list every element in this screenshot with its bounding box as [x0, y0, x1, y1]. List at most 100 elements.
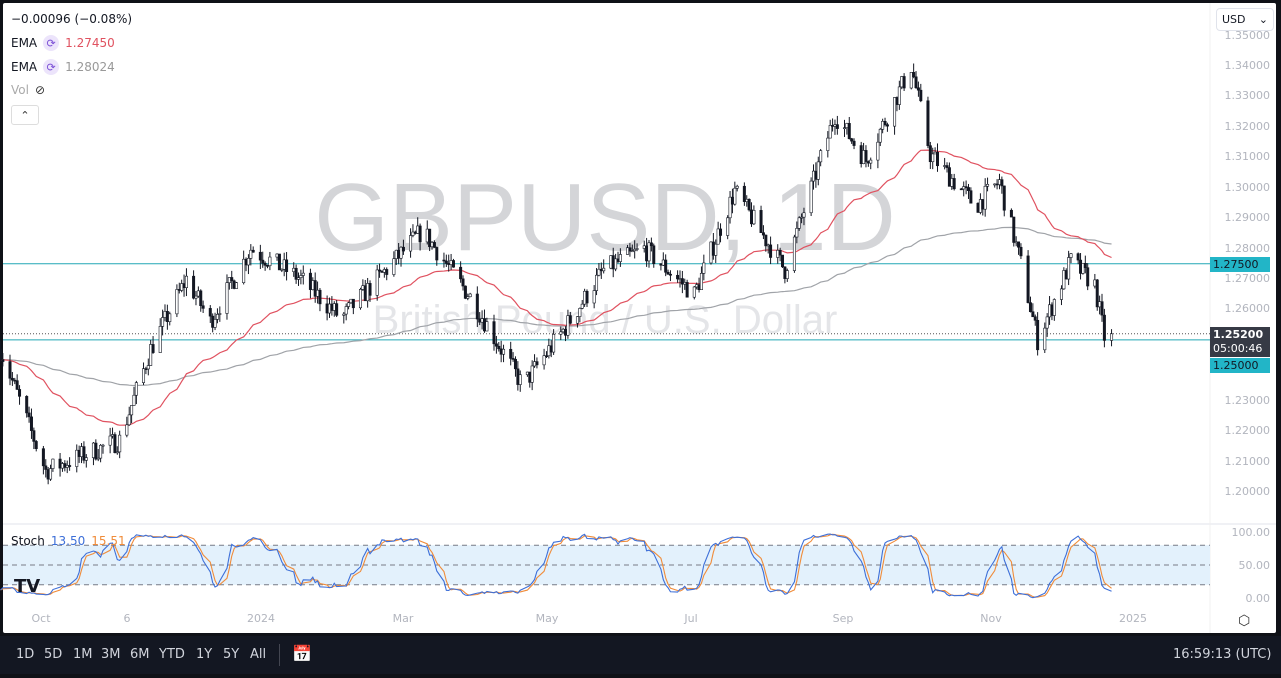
range-button-1d[interactable]: 1D: [16, 647, 35, 662]
candle: [1036, 319, 1040, 351]
candle: [802, 212, 806, 218]
candle: [101, 444, 105, 447]
candle: [68, 465, 72, 467]
candle: [814, 170, 818, 180]
range-button-all[interactable]: All: [250, 647, 267, 662]
candle: [547, 345, 551, 357]
collapse-legend-button[interactable]: ⌃: [11, 105, 39, 125]
candle: [492, 321, 496, 345]
candle: [1048, 304, 1052, 318]
candle: [134, 382, 138, 396]
eye-hidden-icon[interactable]: ⊘: [34, 83, 46, 97]
tradingview-logo[interactable]: TV: [14, 576, 41, 597]
go-to-date-icon[interactable]: 📅: [292, 644, 312, 663]
candle: [952, 178, 956, 190]
upper-line-tag: 1.27500: [1210, 257, 1270, 272]
candle: [981, 199, 985, 210]
candle: [165, 311, 169, 323]
candle: [575, 316, 579, 324]
candle: [1026, 255, 1030, 303]
candle: [244, 258, 248, 266]
range-button-5d[interactable]: 5D: [44, 647, 63, 662]
candle: [962, 186, 966, 190]
candle: [733, 187, 737, 205]
ema1-legend[interactable]: EMA ⟳ 1.27450: [11, 35, 115, 51]
candle: [251, 249, 255, 253]
range-button-1m[interactable]: 1M: [73, 647, 93, 662]
range-button-5y[interactable]: 5Y: [223, 647, 240, 662]
candle: [1014, 241, 1018, 244]
candle: [747, 198, 751, 211]
candle: [1059, 288, 1063, 300]
candle: [1081, 263, 1085, 274]
time-axis-label: Jul: [684, 612, 698, 625]
candle: [96, 457, 100, 460]
candle: [132, 394, 136, 406]
range-button-3m[interactable]: 3M: [101, 647, 121, 662]
candle: [792, 236, 796, 271]
candle: [533, 361, 537, 367]
candle: [812, 170, 816, 182]
candle: [218, 313, 222, 315]
candle: [535, 361, 539, 366]
candle: [931, 153, 935, 163]
candle: [397, 249, 401, 259]
time-axis-label: Nov: [980, 612, 1002, 625]
range-button-1y[interactable]: 1Y: [196, 647, 213, 662]
price-axis-label: 1.29000: [1224, 211, 1271, 225]
time-axis-label: 2025: [1119, 612, 1147, 625]
ema2-legend[interactable]: EMA ⟳ 1.28024: [11, 59, 115, 75]
candle: [864, 150, 868, 162]
candle: [282, 259, 286, 270]
candle: [828, 125, 832, 139]
candle: [227, 277, 231, 283]
candle: [885, 124, 889, 127]
stoch-legend[interactable]: Stoch 13.50 15.51: [11, 534, 126, 548]
candle: [435, 247, 439, 261]
candle: [945, 165, 949, 168]
candle: [235, 282, 239, 289]
candle: [368, 283, 372, 296]
candle: [897, 86, 901, 105]
candle: [528, 371, 532, 383]
candle: [29, 416, 33, 431]
candle: [544, 355, 548, 358]
refresh-icon[interactable]: ⟳: [43, 59, 60, 75]
candle: [919, 89, 923, 102]
candle: [719, 228, 723, 236]
candle: [697, 284, 701, 290]
candle: [1002, 185, 1006, 211]
candle: [447, 263, 451, 265]
candle: [277, 253, 281, 271]
candle: [862, 150, 866, 164]
settings-icon[interactable]: ⬡: [1238, 613, 1251, 629]
candle: [444, 260, 448, 264]
candle: [332, 303, 336, 311]
candle: [943, 165, 947, 167]
candle: [1100, 301, 1104, 316]
range-button-6m[interactable]: 6M: [130, 647, 150, 662]
candle: [630, 250, 634, 253]
price-axis-label: 1.35000: [1224, 28, 1271, 42]
stoch-axis-label: 100.00: [1231, 526, 1271, 539]
candle: [177, 289, 181, 291]
candle: [44, 465, 48, 470]
candle: [108, 435, 112, 446]
candle: [27, 412, 31, 418]
vol-legend[interactable]: Vol ⊘: [11, 83, 45, 97]
candle: [900, 76, 904, 88]
candle: [366, 283, 370, 302]
candle: [902, 76, 906, 89]
currency-select[interactable]: USD ⌄: [1216, 8, 1274, 31]
candle: [785, 270, 789, 279]
chevron-down-icon: ⌄: [1258, 13, 1268, 26]
candle: [976, 202, 980, 213]
range-button-ytd[interactable]: YTD: [159, 647, 185, 662]
refresh-icon[interactable]: ⟳: [43, 35, 60, 51]
candle: [683, 282, 687, 285]
ema1-label: EMA: [11, 36, 38, 50]
candle: [664, 259, 668, 273]
candle: [764, 234, 768, 247]
clock[interactable]: 16:59:13 (UTC): [1173, 647, 1272, 662]
